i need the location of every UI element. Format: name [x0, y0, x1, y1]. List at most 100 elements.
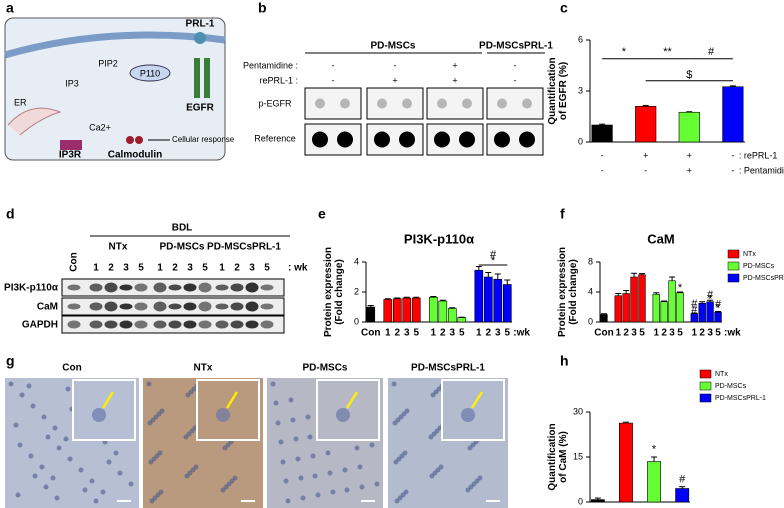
x-tick-label: 5	[504, 328, 510, 339]
condition-label: rePRL-1 :	[259, 75, 298, 85]
nucleus	[158, 489, 164, 495]
diagram-label: IP3R	[59, 150, 82, 161]
error-bar	[669, 276, 676, 281]
panel-label: h	[560, 353, 569, 369]
diagram-label: EGFR	[186, 103, 215, 114]
nucleus	[278, 439, 284, 445]
panel-label: f	[560, 206, 565, 222]
nucleus	[342, 467, 348, 473]
image-title: Con	[62, 363, 81, 374]
blot-band	[104, 320, 118, 329]
y-tick-label: 0	[578, 136, 583, 146]
annotation: #	[707, 289, 714, 301]
nucleus	[307, 434, 313, 440]
x-tick-label: 5	[413, 328, 419, 339]
x-tick-label: 3	[631, 328, 637, 339]
lane-label: 1	[219, 263, 225, 274]
blot-frame	[426, 87, 484, 120]
x-unit: :wk	[513, 328, 530, 339]
chart-title: PI3K-p110α	[404, 231, 474, 246]
nucleus	[159, 408, 165, 414]
nucleus	[63, 436, 69, 442]
bar	[402, 297, 412, 323]
legend-label: PD-MSCs	[743, 263, 775, 270]
x-tick-label: 1	[653, 328, 659, 339]
x-tick-label: 2	[486, 328, 492, 339]
er	[7, 107, 62, 136]
error-bar	[504, 279, 511, 285]
nucleus	[19, 392, 25, 398]
blot-band	[183, 320, 197, 329]
error-bar	[686, 111, 693, 113]
x-tick-label: 5	[459, 328, 465, 339]
nucleus	[305, 414, 311, 420]
error-bar	[599, 123, 606, 125]
blot-band	[522, 98, 532, 109]
diagram-frame	[4, 17, 226, 161]
blot-band	[198, 301, 212, 312]
panel-label: e	[318, 206, 326, 222]
nucleus	[369, 442, 375, 448]
bar	[630, 276, 638, 323]
error-bar	[594, 497, 601, 500]
nucleus	[41, 414, 47, 420]
blot-band	[183, 302, 197, 311]
condition-sign: -	[731, 165, 734, 175]
nucleus	[312, 473, 318, 479]
nucleus	[477, 475, 483, 481]
condition-sign: -	[644, 165, 647, 175]
blot-band	[67, 284, 81, 291]
x-tick-label: 3	[495, 328, 501, 339]
x-tick-label: 5	[677, 328, 683, 339]
blot-band	[168, 284, 182, 291]
x-tick-label: 2	[623, 328, 629, 339]
inset	[72, 379, 136, 441]
blot-frame	[366, 87, 424, 120]
blot-band	[402, 98, 412, 109]
nucleus	[310, 453, 316, 459]
blot-band	[198, 282, 212, 293]
annotation: #	[708, 46, 715, 58]
y-tick-label: 15	[573, 451, 583, 461]
nucleus	[32, 473, 38, 479]
legend-label: PD-MSCsPRL-1	[715, 395, 766, 402]
diagram-label: Cellular response	[172, 135, 235, 144]
blot-band	[519, 131, 535, 148]
blot-band	[434, 131, 450, 148]
nucleus	[30, 403, 36, 409]
blot-band	[230, 283, 244, 292]
bar	[635, 106, 657, 143]
error-bar	[677, 291, 684, 293]
blot-band	[337, 131, 353, 148]
condition-sign: -	[601, 165, 604, 175]
condition-sign: -	[394, 60, 397, 70]
blot-band	[340, 98, 350, 109]
calcium	[135, 136, 143, 144]
x-tick-label: Con	[361, 328, 380, 339]
annotation: #	[691, 304, 698, 316]
blot-band	[168, 320, 182, 329]
lane-label: Con	[69, 252, 80, 271]
nucleus	[89, 478, 95, 484]
error-bar	[653, 292, 660, 295]
error-bar	[707, 299, 714, 302]
error-bar	[715, 311, 722, 313]
legend-swatch	[699, 393, 712, 403]
blot-band	[497, 98, 507, 109]
nucleus	[45, 434, 51, 440]
blot-band	[215, 284, 229, 291]
nucleus	[275, 420, 281, 426]
blot-band	[134, 320, 148, 329]
annotation: *	[622, 46, 627, 58]
panel-label: g	[6, 353, 15, 369]
scale-bar	[241, 500, 255, 502]
cell	[336, 408, 350, 422]
lane-label: 3	[123, 263, 129, 274]
bar	[676, 292, 684, 323]
nucleus	[117, 470, 123, 476]
error-bar	[449, 307, 456, 309]
error-bar	[485, 272, 492, 277]
blot-band	[459, 131, 475, 148]
annotation: *	[678, 282, 683, 294]
unit-label: : wk	[288, 263, 308, 274]
